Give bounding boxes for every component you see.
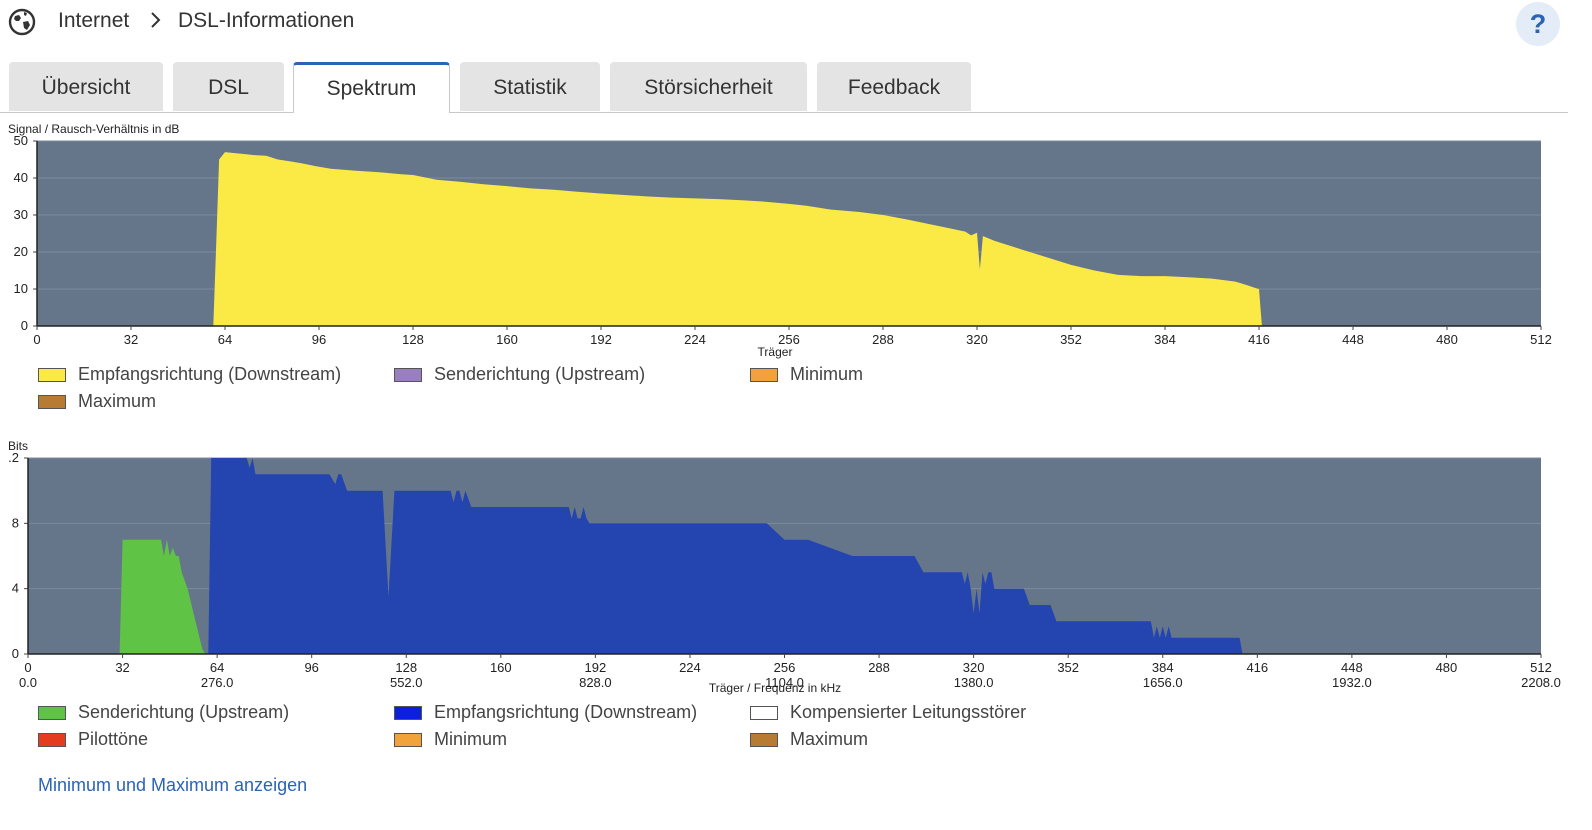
legend-swatch-bits-pilot	[38, 733, 66, 747]
snr-xtick-label: 384	[1154, 332, 1176, 347]
bits-xtick-label: 160	[490, 660, 512, 675]
snr-xtick-label: 512	[1530, 332, 1552, 347]
bits-xtick-label: 64	[210, 660, 224, 675]
bits-xtick-khz-label: 1380.0	[954, 675, 994, 690]
snr-ytick-label: 10	[14, 281, 28, 296]
snr-xtick-label: 416	[1248, 332, 1270, 347]
legend-swatch-snr-maximum	[38, 395, 66, 409]
bits-xtick-label: 32	[115, 660, 129, 675]
snr-xtick-label: 224	[684, 332, 706, 347]
tab-spektrum[interactable]: Spektrum	[293, 62, 450, 113]
snr-xtick-label: 352	[1060, 332, 1082, 347]
bits-xtick-label: 448	[1341, 660, 1363, 675]
bits-ytick-label: .2	[8, 450, 19, 465]
snr-chart: 0 10 20 30 40 50 0 32 64 96 128 160 192 224 256 288 320 3…	[14, 133, 1552, 359]
legend-label-snr-maximum: Maximum	[78, 391, 157, 411]
bits-xtick-label: 192	[585, 660, 607, 675]
bits-xtick-khz-label: 1656.0	[1143, 675, 1183, 690]
show-min-max-link[interactable]: Minimum und Maximum anzeigen	[38, 775, 308, 795]
bits-xtick-khz-label: 828.0	[579, 675, 612, 690]
bits-chart-ylabel: Bits	[8, 439, 29, 453]
tab-statistik[interactable]: Statistik	[460, 62, 600, 111]
legend-swatch-bits-maximum	[750, 733, 778, 747]
snr-series-0	[213, 152, 1262, 326]
page-header: Internet DSL-Informationen ?	[0, 0, 1592, 50]
bits-xtick-label: 288	[868, 660, 890, 675]
breadcrumb-dsl-informationen: DSL-Informationen	[178, 9, 355, 32]
bits-xtick-label: 0	[24, 660, 31, 675]
bits-series-0	[119, 539, 206, 654]
snr-ytick-label: 30	[14, 207, 28, 222]
snr-xtick-label: 192	[590, 332, 612, 347]
snr-xtick-label: 32	[124, 332, 138, 347]
bits-chart-xlabel: Träger / Frequenz in kHz	[709, 681, 841, 695]
bits-series-1	[205, 458, 1246, 654]
snr-ytick-label: 0	[21, 318, 28, 333]
snr-xtick-label: 480	[1436, 332, 1458, 347]
snr-xtick-label: 0	[33, 332, 40, 347]
tab-dsl[interactable]: DSL	[173, 62, 284, 111]
legend-label-snr-upstream: Senderichtung (Upstream)	[434, 364, 646, 384]
snr-xtick-label: 96	[312, 332, 326, 347]
legend-label-bits-compensated: Kompensierter Leitungsstörer	[790, 702, 1027, 722]
bits-xtick-khz-label: 1932.0	[1332, 675, 1372, 690]
legend-label-bits-maximum: Maximum	[790, 729, 869, 749]
legend-label-snr-minimum: Minimum	[790, 364, 864, 384]
legend-swatch-bits-compensated	[750, 706, 778, 720]
snr-ytick-label: 50	[14, 133, 28, 148]
legend-swatch-bits-downstream	[394, 706, 422, 720]
bits-xtick-label: 352	[1057, 660, 1079, 675]
bits-xtick-khz-label: 2208.0	[1521, 675, 1561, 690]
tab-stoersicherheit[interactable]: Störsicherheit	[610, 62, 807, 111]
legend-swatch-bits-minimum	[394, 733, 422, 747]
legend-swatch-bits-upstream	[38, 706, 66, 720]
globe-icon	[8, 8, 36, 36]
tab-bar: Übersicht DSL Spektrum Statistik Störsic…	[0, 62, 1568, 113]
bits-xtick-khz-label: 276.0	[201, 675, 234, 690]
legend-swatch-snr-upstream	[394, 368, 422, 382]
snr-xtick-label: 448	[1342, 332, 1364, 347]
breadcrumb-internet[interactable]: Internet	[58, 9, 130, 32]
bits-xtick-label: 416	[1246, 660, 1268, 675]
bits-xtick-khz-label: 1104.0	[765, 675, 804, 690]
legend-label-bits-downstream: Empfangsrichtung (Downstream)	[434, 702, 698, 722]
legend-label-bits-pilot: Pilottöne	[78, 729, 149, 749]
legend-swatch-snr-downstream	[38, 368, 66, 382]
legend-label-bits-upstream: Senderichtung (Upstream)	[78, 702, 290, 722]
bits-xtick-label: 384	[1152, 660, 1174, 675]
tab-uebersicht[interactable]: Übersicht	[9, 62, 163, 111]
legend-swatch-snr-minimum	[750, 368, 778, 382]
bits-xtick-label: 512	[1530, 660, 1552, 675]
chevron-right-icon	[151, 12, 161, 28]
bits-ytick-label: 8	[12, 515, 19, 530]
snr-xtick-label: 64	[218, 332, 232, 347]
bits-xtick-khz-label: 552.0	[390, 675, 423, 690]
bits-xtick-label: 224	[679, 660, 701, 675]
snr-chart-ylabel: Signal / Rausch-Verhältnis in dB	[8, 122, 180, 136]
snr-xtick-label: 320	[966, 332, 988, 347]
bits-xtick-label: 128	[395, 660, 417, 675]
bits-xtick-label: 96	[304, 660, 318, 675]
snr-ytick-label: 20	[14, 244, 28, 259]
snr-chart-xlabel: Träger	[758, 345, 793, 359]
bits-xtick-label: 256	[774, 660, 796, 675]
snr-xtick-label: 256	[778, 332, 800, 347]
legend-label-bits-minimum: Minimum	[434, 729, 508, 749]
bits-xtick-khz-label: 0.0	[19, 675, 37, 690]
legend-label-snr-downstream: Empfangsrichtung (Downstream)	[78, 364, 342, 384]
bits-xtick-label: 320	[963, 660, 985, 675]
bits-xtick-label: 480	[1436, 660, 1458, 675]
snr-xtick-label: 160	[496, 332, 518, 347]
snr-xtick-label: 288	[872, 332, 894, 347]
help-button[interactable]: ?	[1516, 2, 1560, 46]
tab-feedback[interactable]: Feedback	[817, 62, 971, 111]
snr-ytick-label: 40	[14, 170, 28, 185]
bits-ytick-label: 4	[12, 581, 19, 596]
bits-ytick-label: 0	[12, 646, 19, 661]
snr-xtick-label: 128	[402, 332, 424, 347]
